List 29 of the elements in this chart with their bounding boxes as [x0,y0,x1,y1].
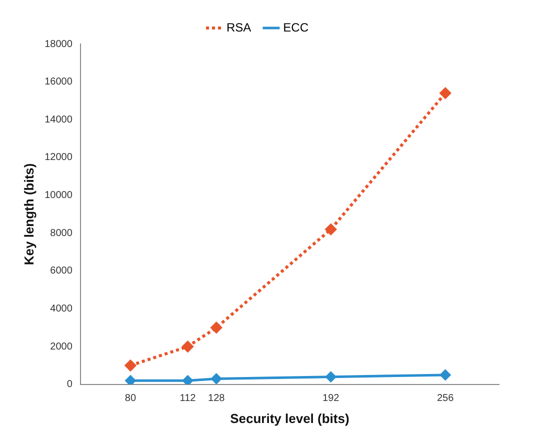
x-tick-label: 80 [124,393,136,404]
y-tick-label: 16000 [44,76,73,88]
point [440,88,451,99]
y-tick-label: 6000 [50,266,73,277]
y-tick-label: 18000 [44,38,73,50]
x-tick-label: 112 [180,393,196,404]
point [182,341,194,352]
x-tick-label: 256 [436,393,454,404]
x-tick-label: 192 [322,393,340,404]
x-axis-title: Security level (bits) [230,410,350,426]
y-tick-label: 14000 [44,114,73,126]
point [325,224,336,235]
point [326,372,336,382]
y-tick-label: 4000 [50,304,73,315]
y-tick-label: 8000 [50,228,73,239]
legend-label: RSA [226,20,252,34]
point [182,375,193,384]
y-tick-label: 2000 [50,341,73,352]
y-tick-label: 12000 [44,152,73,164]
x-tick-label: 128 [208,393,226,404]
point [210,322,222,334]
point [125,375,136,384]
point [124,360,136,371]
y-tick-label: 10000 [44,190,73,202]
y-tick-label: 0 [66,379,73,390]
point [211,373,222,384]
y-axis-title: Key length (bits) [21,163,36,266]
legend-label: ECC [283,20,309,34]
point [440,370,451,380]
